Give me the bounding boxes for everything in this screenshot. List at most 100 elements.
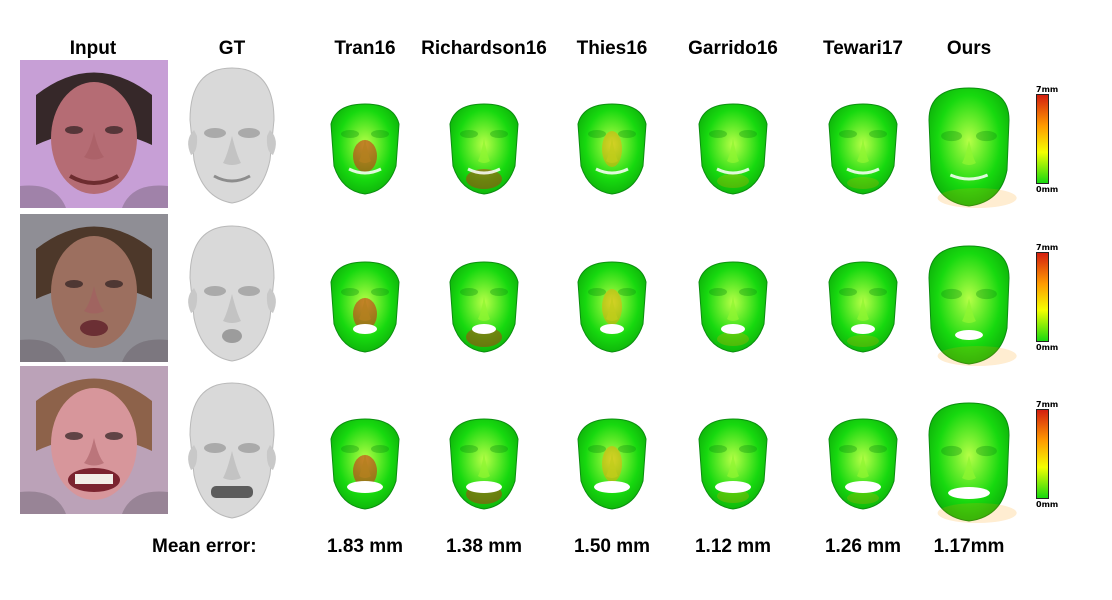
error-mouth: [716, 167, 750, 175]
error-right-eye: [975, 130, 997, 142]
method-error-map-face: [828, 261, 898, 353]
error-gradient: [1036, 252, 1049, 342]
error-right-eye: [490, 288, 508, 296]
error-nose: [857, 138, 869, 163]
mean-error-value: 1.50 mm: [573, 536, 651, 557]
ours-error-map-face: [928, 402, 1017, 523]
error-right-eye: [869, 130, 887, 138]
error-nose: [478, 138, 490, 163]
error-right-eye: [371, 288, 389, 296]
gt-left-eye: [204, 443, 226, 453]
error-hotspot: [847, 492, 879, 504]
error-scale-bar: 7mm 0mm: [1036, 243, 1060, 356]
error-nose: [962, 298, 976, 323]
error-hotspot: [466, 169, 502, 189]
gt-face-model: [188, 67, 276, 204]
error-hotspot: [353, 140, 377, 172]
error-hotspot: [353, 298, 377, 330]
error-nose: [606, 138, 618, 163]
error-nose: [606, 296, 618, 321]
scale-max-label: 7mm: [1036, 243, 1059, 252]
ours-error-map-face: [928, 87, 1017, 208]
error-right-eye: [869, 445, 887, 453]
gt-right-ear: [266, 288, 276, 313]
left-eye: [65, 432, 83, 440]
error-mouth: [955, 330, 983, 340]
error-mouth: [715, 481, 751, 493]
gt-right-ear: [266, 445, 276, 470]
error-mouth: [594, 481, 630, 493]
error-right-eye: [371, 130, 389, 138]
gt-nose: [223, 451, 241, 480]
error-hotspot: [602, 131, 622, 167]
gt-mouth: [213, 174, 251, 183]
input-photo: [20, 60, 168, 208]
error-left-eye: [839, 445, 857, 453]
error-left-eye: [341, 288, 359, 296]
input-photo: [20, 214, 168, 362]
error-left-eye: [941, 130, 963, 142]
method-error-map-face: [330, 261, 400, 353]
method-error-map-face: [449, 103, 519, 195]
error-left-eye: [709, 288, 727, 296]
error-right-eye: [618, 130, 636, 138]
gt-nose: [223, 294, 241, 323]
error-left-eye: [341, 445, 359, 453]
error-nose: [727, 296, 739, 321]
error-left-eye: [588, 130, 606, 138]
input-face-photo: [20, 366, 168, 514]
method-error-map-face: [577, 261, 647, 353]
error-right-eye: [490, 445, 508, 453]
error-nose: [857, 296, 869, 321]
gt-face-model: [188, 382, 276, 519]
error-hotspot: [717, 332, 749, 346]
error-nose: [962, 455, 976, 480]
right-eye: [105, 126, 123, 134]
error-mouth: [600, 324, 624, 334]
gt-left-eye: [204, 286, 226, 296]
error-mouth: [466, 481, 502, 493]
gt-right-eye: [238, 286, 260, 296]
column-header: GT: [218, 38, 246, 59]
error-mouth: [348, 167, 382, 175]
error-right-eye: [618, 288, 636, 296]
error-hotspot: [937, 188, 1017, 208]
method-error-map-face: [330, 103, 400, 195]
error-mouth: [472, 324, 496, 334]
error-hotspot: [937, 346, 1017, 366]
teeth: [75, 474, 113, 484]
error-hotspot: [717, 174, 749, 188]
error-left-eye: [941, 445, 963, 457]
error-hotspot: [717, 489, 749, 503]
error-right-eye: [869, 288, 887, 296]
error-left-eye: [460, 130, 478, 138]
error-gradient: [1036, 409, 1049, 499]
error-hotspot: [847, 335, 879, 347]
error-right-eye: [371, 445, 389, 453]
error-mouth: [347, 481, 383, 493]
gt-mouth: [222, 329, 242, 343]
error-left-eye: [460, 445, 478, 453]
column-header: Richardson16: [421, 38, 547, 59]
shoulder-right: [122, 185, 168, 208]
error-left-eye: [588, 445, 606, 453]
gt-left-ear: [188, 288, 198, 313]
method-error-map-face: [698, 103, 768, 195]
gt-right-eye: [238, 443, 260, 453]
smiling-mouth: [68, 174, 120, 185]
scale-max-label: 7mm: [1036, 85, 1059, 94]
method-error-map-face: [828, 418, 898, 510]
gt-right-eye: [238, 128, 260, 138]
error-hotspot: [937, 503, 1017, 523]
mean-error-value: 1.38 mm: [445, 536, 523, 557]
error-mouth: [948, 487, 990, 499]
gt-head: [189, 225, 275, 362]
error-mouth: [845, 481, 881, 493]
error-nose: [727, 138, 739, 163]
scale-max-label: 7mm: [1036, 400, 1059, 409]
error-mouth: [595, 167, 629, 175]
mean-error-value: 1.26 mm: [824, 536, 902, 557]
gt-right-ear: [266, 130, 276, 155]
shoulder-right: [122, 339, 168, 362]
